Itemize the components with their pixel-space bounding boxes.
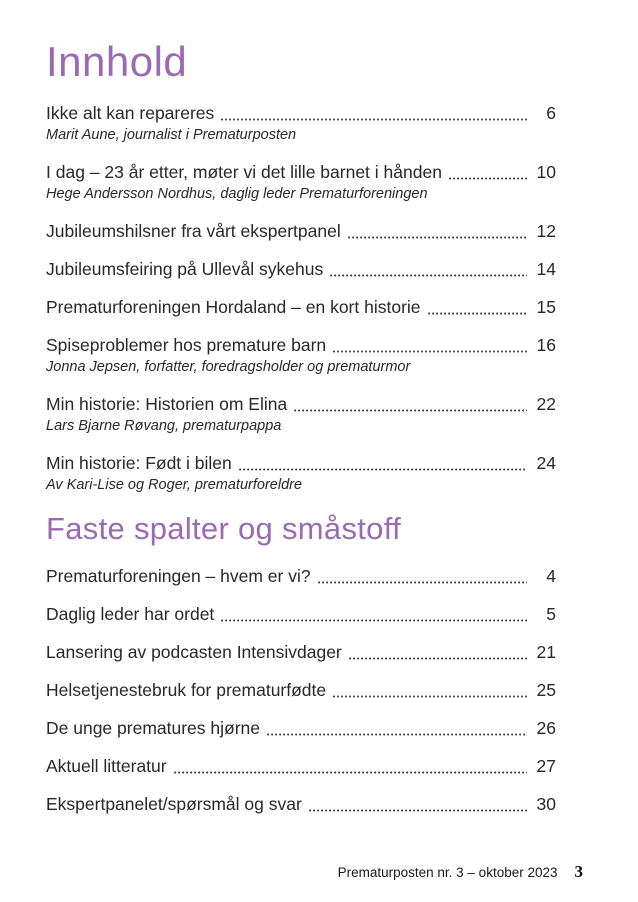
toc-entry-page: 30 — [536, 794, 556, 814]
toc-entry-page: 10 — [536, 162, 556, 182]
toc-entry-title: Min historie: Født i bilen — [46, 453, 232, 473]
toc-entry-page: 4 — [546, 566, 556, 586]
dot-leader — [294, 406, 527, 412]
toc-entry: Prematurforeningen Hordaland – en kort h… — [46, 296, 556, 318]
page-title: Innhold — [46, 38, 188, 85]
toc-entry-page: 15 — [536, 297, 556, 317]
toc-entry-title: Jubileumshilsner fra vårt ekspertpanel — [46, 221, 341, 241]
dot-leader — [348, 654, 527, 660]
dot-leader — [330, 271, 527, 277]
toc-entry: Lansering av podcasten Intensivdager 21 — [46, 641, 556, 663]
toc-entry-row: Aktuell litteratur 27 — [46, 755, 556, 777]
toc-entry-title: Min historie: Historien om Elina — [46, 394, 288, 414]
toc-entry-subtitle: Lars Bjarne Røvang, prematurpappa — [46, 418, 282, 434]
toc-entry-page: 5 — [546, 604, 556, 624]
toc-entry-row: Daglig leder har ordet 5 — [46, 603, 556, 625]
toc-entry-page: 6 — [546, 103, 556, 123]
toc-entry: Jubileumsfeiring på Ullevål sykehus 14 — [46, 258, 556, 280]
toc-entry-title: Prematurforeningen – hvem er vi? — [46, 566, 311, 586]
toc-entry-row: Helsetjenestebruk for prematurfødte 25 — [46, 679, 556, 701]
toc-entry-title: Spiseproblemer hos premature barn — [46, 335, 327, 355]
dot-leader — [221, 115, 527, 121]
toc-entry-row: I dag – 23 år etter, møter vi det lille … — [46, 161, 556, 183]
toc-entry-title: I dag – 23 år etter, møter vi det lille … — [46, 162, 442, 182]
dot-leader — [173, 768, 527, 774]
toc-section-faste-spalter: Prematurforeningen – hvem er vi? 4 Dagli… — [46, 565, 556, 815]
toc-entry-page: 26 — [536, 718, 556, 738]
toc-entry-row: Prematurforeningen Hordaland – en kort h… — [46, 296, 556, 318]
toc-entry-row: Ikke alt kan repareres 6 — [46, 102, 556, 124]
toc-entry-page: 16 — [536, 335, 556, 355]
toc-entry-page: 14 — [536, 259, 556, 279]
toc-entry: I dag – 23 år etter, møter vi det lille … — [46, 161, 556, 204]
toc-entry-title: Helsetjenestebruk for prematurfødte — [46, 680, 327, 700]
toc-entry: Prematurforeningen – hvem er vi? 4 — [46, 565, 556, 587]
toc-entry-page: 27 — [536, 756, 556, 776]
toc-entry-page: 25 — [536, 680, 556, 700]
toc-entry-subtitle: Av Kari-Lise og Roger, prematurforeldre — [46, 477, 303, 493]
toc-entry: Min historie: Historien om Elina 22 Lars… — [46, 393, 556, 436]
toc-entry-title: Ekspertpanelet/spørsmål og svar — [46, 794, 302, 814]
toc-entry-title: Daglig leder har ordet — [46, 604, 215, 624]
toc-entry: Jubileumshilsner fra vårt ekspertpanel 1… — [46, 220, 556, 242]
toc-entry-title: Prematurforeningen Hordaland – en kort h… — [46, 297, 421, 317]
footer-issue-text: Prematurposten nr. 3 – oktober 2023 — [337, 865, 558, 880]
toc-entry-subtitle: Hege Andersson Nordhus, daglig leder Pre… — [46, 186, 428, 202]
toc-entry: Ekspertpanelet/spørsmål og svar 30 — [46, 793, 556, 815]
dot-leader — [347, 233, 527, 239]
footer-page-number: 3 — [574, 862, 584, 881]
toc-entry-title: De unge prematures hjørne — [46, 718, 260, 738]
toc-entry-title: Jubileumsfeiring på Ullevål sykehus — [46, 259, 324, 279]
toc-entry-row: Prematurforeningen – hvem er vi? 4 — [46, 565, 556, 587]
dot-leader — [267, 730, 527, 736]
dot-leader — [427, 309, 527, 315]
dot-leader — [238, 465, 527, 471]
toc-entry-page: 12 — [536, 221, 556, 241]
toc-entry: De unge prematures hjørne 26 — [46, 717, 556, 739]
toc-entry-row: Ekspertpanelet/spørsmål og svar 30 — [46, 793, 556, 815]
dot-leader — [333, 347, 527, 353]
dot-leader — [333, 692, 527, 698]
toc-entry: Spiseproblemer hos premature barn 16 Jon… — [46, 334, 556, 377]
toc-entry-row: Jubileumsfeiring på Ullevål sykehus 14 — [46, 258, 556, 280]
toc-entry-row: De unge prematures hjørne 26 — [46, 717, 556, 739]
dot-leader — [317, 578, 527, 584]
toc-entry-title: Ikke alt kan repareres — [46, 103, 215, 123]
toc-entry: Ikke alt kan repareres 6 Marit Aune, jou… — [46, 102, 556, 145]
section-title-faste-spalter: Faste spalter og småstoff — [46, 511, 401, 546]
toc-entry-title: Aktuell litteratur — [46, 756, 167, 776]
toc-entry-title: Lansering av podcasten Intensivdager — [46, 642, 342, 662]
toc-entry-page: 24 — [536, 453, 556, 473]
toc-entry: Helsetjenestebruk for prematurfødte 25 — [46, 679, 556, 701]
toc-entry: Min historie: Født i bilen 24 Av Kari-Li… — [46, 452, 556, 495]
toc-entry-row: Jubileumshilsner fra vårt ekspertpanel 1… — [46, 220, 556, 242]
toc-entry: Aktuell litteratur 27 — [46, 755, 556, 777]
toc-entry-subtitle: Jonna Jepsen, forfatter, foredragsholder… — [46, 359, 411, 375]
toc-entry-subtitle: Marit Aune, journalist i Prematurposten — [46, 127, 297, 143]
page-footer: Prematurposten nr. 3 – oktober 2023 3 — [338, 862, 583, 882]
toc-entry-row: Min historie: Født i bilen 24 — [46, 452, 556, 474]
toc-entry: Daglig leder har ordet 5 — [46, 603, 556, 625]
dot-leader — [448, 174, 527, 180]
dot-leader — [308, 806, 527, 812]
toc-entry-page: 21 — [536, 642, 556, 662]
toc-entry-page: 22 — [536, 394, 556, 414]
toc-entry-row: Lansering av podcasten Intensivdager 21 — [46, 641, 556, 663]
toc-entry-row: Spiseproblemer hos premature barn 16 — [46, 334, 556, 356]
toc-section-innhold: Ikke alt kan repareres 6 Marit Aune, jou… — [46, 102, 556, 495]
toc-entry-row: Min historie: Historien om Elina 22 — [46, 393, 556, 415]
dot-leader — [221, 616, 527, 622]
